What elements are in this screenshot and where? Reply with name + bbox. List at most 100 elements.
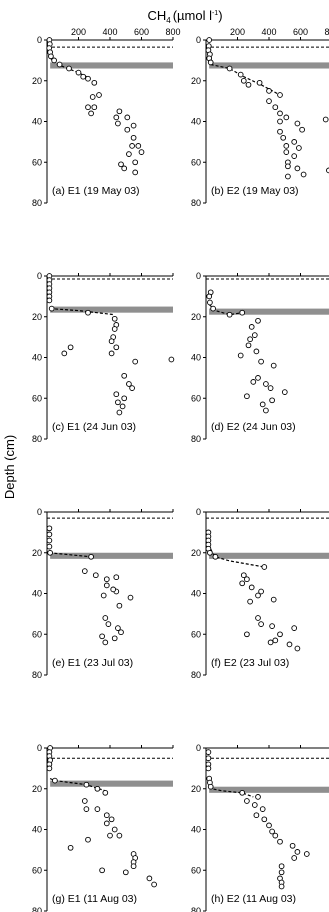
- x-tick-label: 800: [165, 27, 180, 37]
- data-point: [100, 592, 107, 599]
- y-tick-label: 20: [32, 784, 42, 794]
- data-point: [245, 81, 252, 88]
- data-point: [115, 120, 121, 127]
- data-point: [124, 126, 131, 133]
- y-tick-label: 0: [196, 743, 201, 753]
- data-point: [94, 806, 101, 812]
- data-point: [280, 134, 287, 141]
- data-point: [205, 755, 212, 762]
- fit-line: [208, 544, 265, 568]
- data-point: [247, 598, 253, 605]
- data-point: [270, 362, 277, 369]
- data-point: [102, 789, 109, 796]
- data-point: [119, 403, 126, 410]
- data-point: [113, 574, 120, 581]
- panel-label: (a) E1 (19 May 03): [52, 185, 140, 197]
- data-point: [278, 863, 285, 870]
- gray-band: [209, 62, 329, 69]
- fit-line: [50, 308, 115, 316]
- data-point: [66, 65, 72, 72]
- data-point: [116, 832, 123, 839]
- data-point: [46, 765, 53, 772]
- data-point: [267, 385, 274, 391]
- data-point: [67, 844, 74, 851]
- data-point: [113, 114, 120, 121]
- panel: 200 400 600 800 0 20 40 60 80 (a) E1 (19 May 03): [32, 27, 181, 208]
- y-tick-label: 40: [32, 589, 42, 599]
- y-tick-label: 40: [191, 589, 201, 599]
- data-point: [132, 358, 139, 365]
- data-point: [46, 525, 53, 532]
- data-point: [263, 381, 269, 387]
- panel: 0 20 40 60 80 (d) E2 (24 Jun 03): [191, 271, 329, 444]
- data-point: [85, 309, 91, 316]
- data-point: [205, 765, 212, 772]
- data-point: [244, 576, 250, 583]
- y-tick-label: 40: [32, 353, 42, 363]
- data-point: [277, 118, 283, 125]
- x-axis-title: CH4 (µmol l-1): [147, 8, 222, 25]
- y-tick-label: 80: [32, 198, 42, 208]
- data-point: [240, 572, 247, 579]
- data-point: [91, 79, 98, 86]
- data-point: [168, 356, 175, 363]
- panel: 0 20 40 60 80 (e) E1 (23 Jul 03): [32, 507, 174, 680]
- y-tick-label: 20: [32, 76, 42, 86]
- data-point: [81, 798, 88, 804]
- data-point: [132, 159, 139, 166]
- data-point: [261, 816, 268, 823]
- panel-label: (h) E2 (11 Aug 03): [211, 893, 296, 905]
- data-point: [130, 134, 137, 141]
- data-point: [255, 317, 261, 324]
- data-point: [46, 543, 53, 550]
- data-point: [103, 576, 110, 583]
- data-point: [81, 568, 88, 574]
- data-point: [205, 749, 212, 755]
- panel-label: (c) E1 (24 Jun 03): [52, 421, 136, 433]
- data-point: [272, 832, 279, 839]
- data-point: [51, 57, 57, 64]
- data-point: [258, 621, 264, 627]
- data-point: [46, 537, 53, 544]
- data-point: [122, 869, 129, 876]
- x-tick-label: 200: [230, 27, 245, 37]
- data-point: [99, 633, 105, 640]
- y-tick-label: 80: [32, 906, 42, 912]
- data-point: [226, 311, 233, 318]
- data-point: [103, 812, 110, 819]
- data-point: [138, 149, 145, 155]
- data-point: [146, 875, 153, 882]
- data-point: [269, 623, 275, 629]
- y-tick-label: 80: [32, 434, 42, 444]
- data-point: [237, 352, 244, 359]
- data-point: [83, 806, 90, 812]
- data-point: [294, 120, 301, 127]
- data-point: [291, 139, 298, 145]
- data-point: [52, 777, 58, 784]
- data-point: [277, 92, 283, 98]
- data-point: [121, 165, 128, 172]
- data-point: [267, 639, 274, 646]
- data-point: [115, 625, 121, 631]
- y-tick-label: 60: [32, 629, 42, 639]
- data-point: [255, 615, 261, 621]
- data-point: [88, 553, 94, 560]
- data-point: [269, 828, 275, 835]
- data-point: [322, 116, 329, 123]
- data-point: [46, 531, 53, 538]
- data-point: [135, 143, 142, 149]
- data-point: [226, 65, 233, 72]
- data-point: [92, 572, 99, 579]
- fit-line: [210, 63, 281, 96]
- data-point: [253, 812, 260, 819]
- data-point: [206, 37, 213, 43]
- y-tick-label: 0: [37, 743, 42, 753]
- data-point: [46, 297, 53, 304]
- data-point: [278, 883, 285, 890]
- data-point: [102, 639, 109, 646]
- data-point: [129, 385, 135, 391]
- data-point: [111, 635, 118, 642]
- data-point: [48, 53, 54, 60]
- y-tick-label: 0: [196, 35, 201, 45]
